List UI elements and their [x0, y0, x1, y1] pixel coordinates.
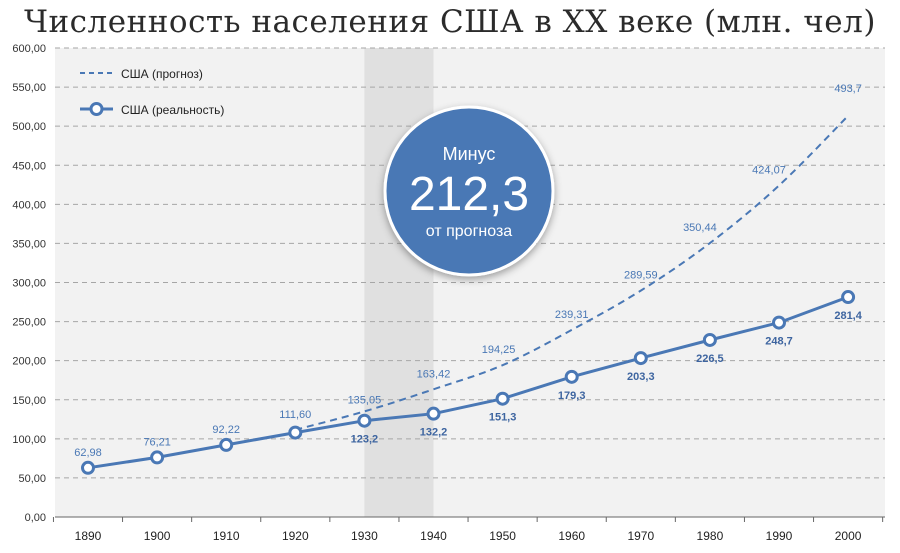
actual-data-label: 281,4 [834, 310, 862, 322]
forecast-data-label: 111,60 [279, 409, 311, 421]
actual-data-point [564, 369, 579, 384]
y-tick-label: 600,00 [12, 43, 46, 55]
actual-data-point [702, 332, 717, 347]
y-tick-label: 500,00 [12, 121, 46, 133]
forecast-data-label: 350,44 [683, 222, 717, 234]
x-tick-label: 2000 [835, 529, 862, 543]
x-tick-label: 1910 [213, 529, 240, 543]
actual-data-point [150, 450, 165, 465]
y-tick-label: 550,00 [12, 82, 46, 94]
chart-title: Численность населения США в XX веке (млн… [24, 4, 876, 40]
actual-data-point [426, 406, 441, 421]
actual-data-point [357, 413, 372, 428]
legend-actual-marker [89, 102, 104, 116]
forecast-data-label: 424,07 [752, 165, 786, 177]
y-tick-label: 150,00 [12, 395, 46, 407]
x-tick-label: 1920 [282, 529, 309, 543]
callout-value: 212,3 [409, 168, 529, 221]
actual-data-point [288, 425, 303, 440]
forecast-data-label: 194,25 [482, 344, 516, 356]
forecast-data-label: 493,7 [834, 83, 862, 95]
x-tick-label: 1990 [766, 529, 793, 543]
actual-data-label: 151,3 [489, 412, 517, 424]
y-tick-label: 350,00 [12, 238, 46, 250]
x-tick-label: 1950 [489, 529, 516, 543]
actual-data-label: 132,2 [420, 427, 448, 439]
x-tick-label: 1930 [351, 529, 378, 543]
legend-actual-label: США (реальность) [121, 103, 224, 117]
y-tick-label: 450,00 [12, 160, 46, 172]
actual-series-line [87, 295, 849, 470]
y-tick-label: 400,00 [12, 199, 46, 211]
forecast-data-label: 239,31 [555, 309, 589, 321]
actual-data-point [772, 315, 786, 330]
y-tick-label: 100,00 [12, 434, 46, 446]
forecast-data-label: 135,05 [348, 394, 382, 406]
actual-data-point [81, 460, 95, 475]
x-tick-label: 1900 [144, 529, 171, 543]
forecast-data-label: 92,22 [212, 424, 240, 436]
y-tick-label: 0,00 [25, 512, 46, 524]
forecast-data-label: 163,42 [417, 368, 451, 380]
actual-data-label: 179,3 [558, 390, 586, 402]
actual-data-point [219, 437, 234, 452]
y-tick-label: 300,00 [12, 278, 46, 290]
actual-data-point [495, 391, 510, 406]
callout-line3: от прогноза [426, 223, 513, 240]
x-tick-label: 1940 [420, 529, 447, 543]
callout-line1: Минус [443, 144, 496, 164]
x-tick-label: 1960 [558, 529, 585, 543]
x-tick-label: 1970 [627, 529, 654, 543]
forecast-data-label: 289,59 [624, 270, 658, 282]
forecast-data-label: 76,21 [143, 436, 171, 448]
actual-data-label: 226,5 [696, 353, 724, 365]
legend-forecast-label: США (прогноз) [121, 67, 203, 81]
actual-data-label: 248,7 [765, 336, 793, 348]
actual-data-label: 123,2 [351, 434, 379, 446]
actual-data-label: 203,3 [627, 371, 655, 383]
y-tick-label: 200,00 [12, 356, 46, 368]
actual-data-point [841, 290, 856, 305]
y-tick-label: 50,00 [18, 473, 46, 485]
forecast-data-label: 62,98 [74, 447, 102, 459]
x-tick-label: 1890 [75, 529, 102, 543]
callout-circle [383, 105, 555, 277]
x-tick-label: 1980 [697, 529, 724, 543]
forecast-series-line [295, 115, 849, 431]
actual-data-point [633, 351, 648, 366]
y-tick-label: 250,00 [12, 317, 46, 329]
